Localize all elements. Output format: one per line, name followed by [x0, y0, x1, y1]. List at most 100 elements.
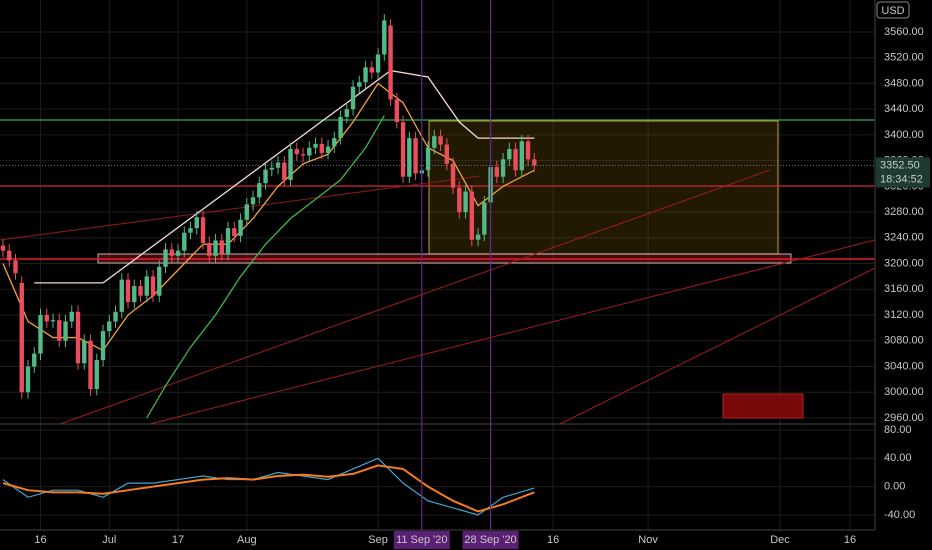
candle-body — [94, 360, 99, 390]
candle-body — [288, 149, 293, 180]
osc-tick-label: 0.00 — [884, 481, 905, 493]
osc-tick-label: 40.00 — [884, 452, 912, 464]
y-tick-label: 3120.00 — [884, 309, 924, 321]
candle-body — [475, 234, 481, 240]
grid — [0, 0, 875, 530]
candle-body — [263, 169, 268, 184]
y-tick-label: 3520.00 — [884, 52, 924, 64]
x-tick-label: 16 — [34, 534, 46, 546]
candle-body — [313, 143, 318, 148]
candle-body — [19, 282, 24, 393]
candle-body — [107, 321, 112, 332]
candle-body — [494, 167, 500, 177]
candle-body — [369, 67, 375, 73]
marker-label: 11 Sep '20 — [396, 534, 447, 546]
candle-body — [113, 311, 118, 322]
candle-body — [138, 286, 143, 296]
last-price: 3352.50 — [880, 159, 920, 171]
candle-body — [75, 311, 81, 364]
candle-body — [425, 147, 431, 171]
candle-body — [169, 249, 174, 256]
candle-body — [500, 159, 506, 177]
x-tick-label: 16 — [844, 534, 856, 546]
candle-body — [357, 82, 362, 87]
y-tick-label: 3280.00 — [884, 206, 924, 218]
candle-body — [219, 240, 224, 254]
currency: USD — [881, 5, 904, 17]
candle-body — [250, 197, 256, 205]
candle-body — [132, 286, 137, 303]
candle-body — [32, 353, 37, 367]
candle-body — [175, 250, 181, 256]
indicator-line — [2, 464, 535, 513]
candle-body — [382, 20, 387, 55]
candle-body — [25, 366, 31, 393]
candle-body — [325, 146, 331, 153]
candle-body — [507, 149, 512, 160]
trend-line — [0, 175, 481, 241]
osc-tick-label: -40.00 — [884, 509, 915, 521]
candle-body — [400, 122, 406, 177]
candle-body — [482, 202, 487, 235]
candle-body — [275, 162, 281, 168]
candle-body — [407, 138, 412, 177]
x-tick-label: Nov — [638, 534, 658, 546]
y-tick-label: 2960.00 — [884, 412, 924, 424]
candle-body — [450, 163, 456, 188]
candle-body — [50, 320, 56, 322]
candle-body — [38, 315, 43, 354]
candle-body — [432, 136, 437, 148]
y-tick-label: 3480.00 — [884, 77, 924, 89]
candle-body — [269, 167, 274, 170]
candle-body — [238, 219, 243, 236]
candle-body — [100, 331, 106, 361]
zone-box — [722, 393, 804, 419]
candle-body — [457, 187, 462, 213]
candle-body — [213, 240, 218, 256]
indicator-line — [34, 69, 535, 284]
candle-body — [63, 321, 68, 341]
y-tick-label: 3040.00 — [884, 360, 924, 372]
candle-body — [44, 315, 49, 322]
y-tick-label: 3440.00 — [884, 103, 924, 115]
candle-body — [307, 147, 312, 156]
candle-body — [232, 228, 237, 236]
x-tick-label: Sep — [368, 534, 388, 546]
candle-body — [244, 204, 249, 220]
candle-body — [82, 340, 87, 364]
candle-body — [388, 25, 393, 100]
candle-body — [194, 217, 199, 229]
y-tick-label: 3160.00 — [884, 283, 924, 295]
candle-body — [332, 138, 337, 147]
x-tick-label: 17 — [172, 534, 184, 546]
countdown: 18:34:52 — [880, 173, 923, 185]
last-price-bg — [876, 157, 930, 188]
currency-badge[interactable] — [876, 1, 910, 19]
candle-body — [0, 245, 6, 251]
marker-label-bg — [462, 531, 519, 549]
candle-body — [294, 149, 299, 155]
candle-body — [344, 109, 349, 117]
candle-body — [188, 228, 193, 233]
candle-body — [444, 144, 450, 164]
candle-body — [363, 67, 368, 83]
range-box — [428, 120, 779, 255]
x-tick-label: Jul — [102, 534, 116, 546]
y-tick-label: 3200.00 — [884, 257, 924, 269]
marker-label-bg — [393, 531, 450, 549]
y-tick-label: 3400.00 — [884, 129, 924, 141]
y-tick-label: 3000.00 — [884, 386, 924, 398]
trend-line — [149, 239, 876, 425]
trend-line — [59, 169, 771, 425]
candle-body — [225, 228, 231, 254]
candle-body — [319, 143, 324, 153]
candle-body — [7, 250, 12, 261]
candle-body — [13, 260, 18, 274]
candle-body — [257, 183, 262, 198]
candle-body — [119, 279, 124, 312]
candle-body — [282, 162, 287, 180]
x-tick-label: 16 — [547, 534, 559, 546]
candle-body — [200, 217, 206, 243]
candle-body — [300, 154, 306, 156]
